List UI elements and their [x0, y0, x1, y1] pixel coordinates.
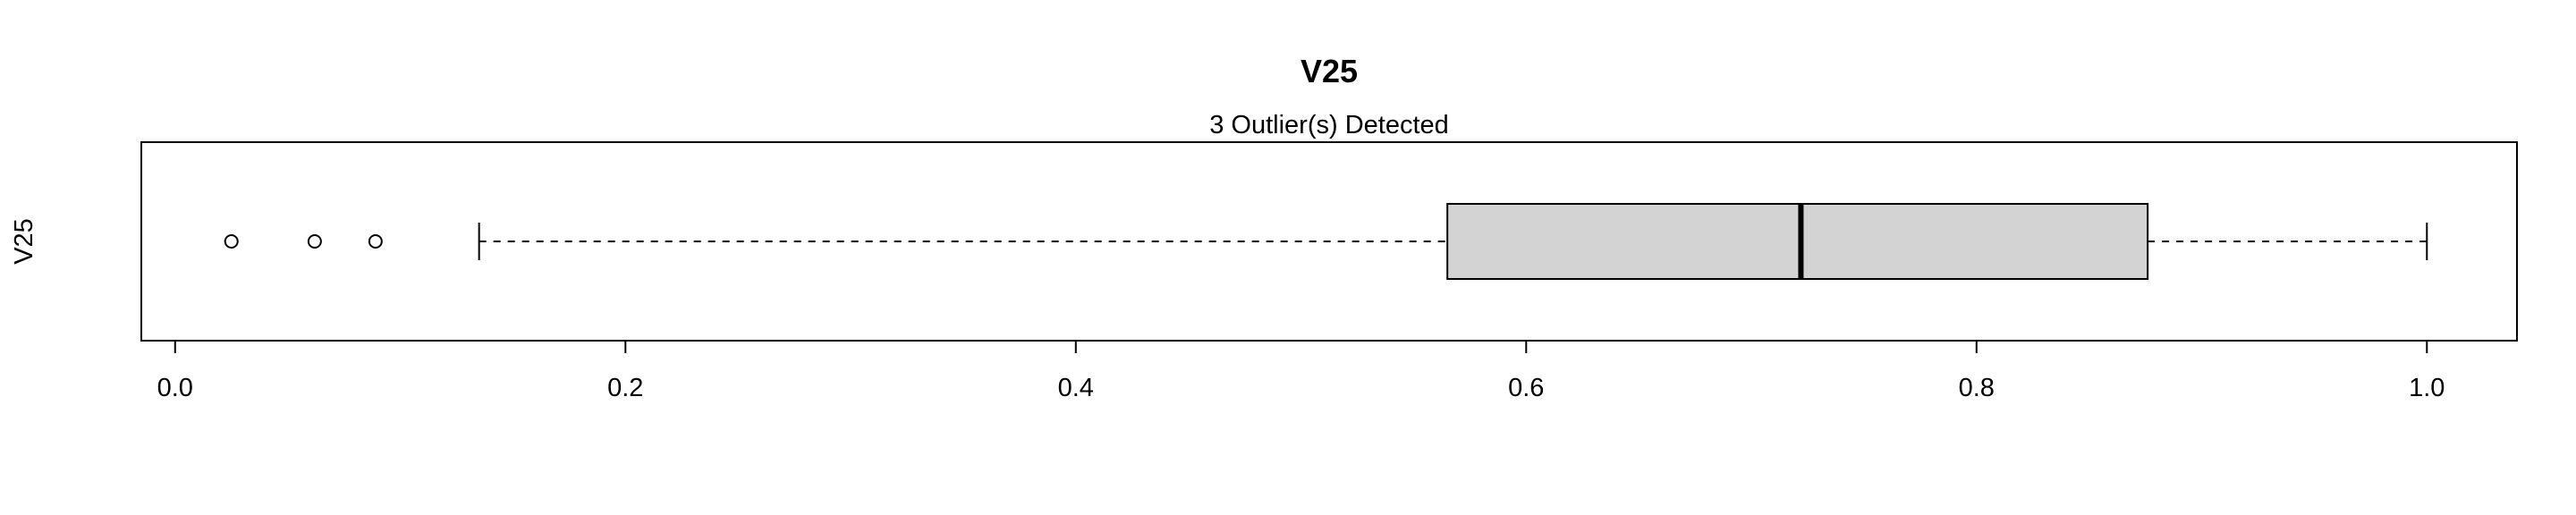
chart-subtitle: 3 Outlier(s) Detected [1209, 111, 1449, 139]
x-tick-label-2: 0.4 [1058, 374, 1094, 402]
x-tick-label-5: 1.0 [2409, 374, 2445, 402]
x-axis: 0.0 0.2 0.4 0.6 0.8 1.0 [157, 340, 2445, 402]
iqr-box [1446, 203, 2149, 280]
outlier-point-1 [224, 234, 239, 249]
outlier-point-3 [368, 234, 383, 249]
x-tick-label-1: 0.2 [607, 374, 643, 402]
x-tick-label-0: 0.0 [157, 374, 193, 402]
x-tick-label-4: 0.8 [1959, 374, 1995, 402]
x-tick-label-3: 0.6 [1508, 374, 1544, 402]
box-group [224, 203, 2428, 280]
outlier-point-2 [307, 234, 322, 249]
y-axis-label: V25 [10, 218, 38, 265]
chart-title: V25 [1301, 53, 1358, 89]
